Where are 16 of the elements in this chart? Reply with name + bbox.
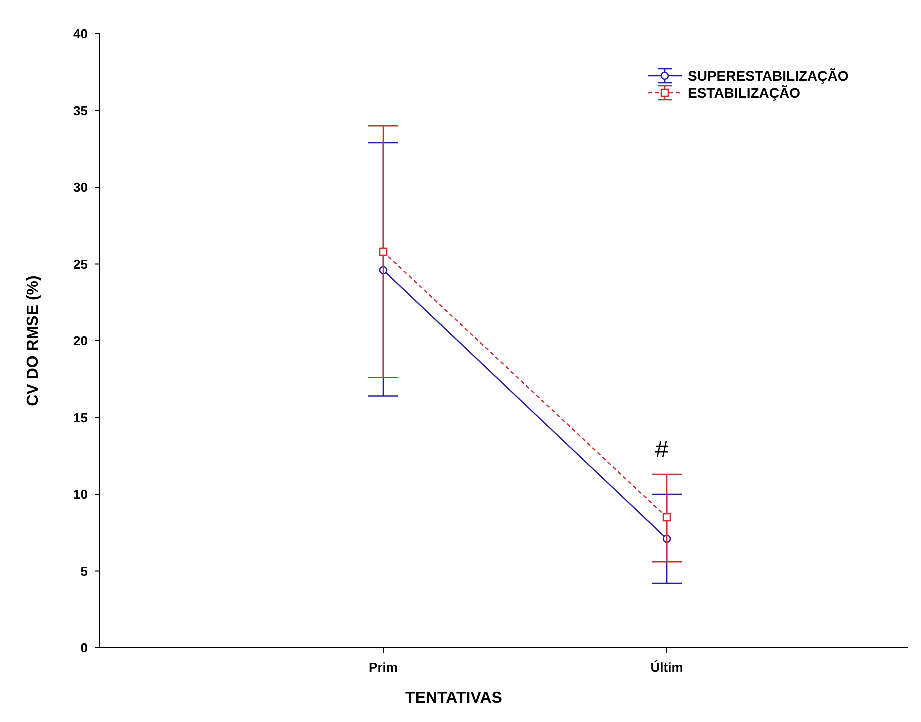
legend-label: SUPERESTABILIZAÇÃO bbox=[688, 68, 849, 84]
y-tick-label: 35 bbox=[74, 103, 88, 118]
x-axis-title: TENTATIVAS bbox=[406, 690, 503, 707]
y-tick-label: 5 bbox=[80, 564, 88, 579]
x-tick-label: Prim bbox=[369, 660, 398, 675]
y-tick-label: 40 bbox=[74, 26, 88, 42]
x-tick-label: Últim bbox=[650, 660, 684, 675]
y-tick-label: 10 bbox=[74, 487, 88, 502]
legend-label: ESTABILIZAÇÃO bbox=[688, 84, 801, 101]
annotation: # bbox=[655, 436, 670, 464]
y-tick-label: 15 bbox=[74, 410, 88, 426]
y-axis-title: CV DO RMSE (%) bbox=[25, 276, 42, 406]
y-tick-label: 25 bbox=[74, 256, 88, 272]
y-tick-label: 20 bbox=[74, 334, 88, 349]
y-tick-label: 30 bbox=[74, 180, 88, 196]
y-tick-label: 0 bbox=[80, 640, 88, 656]
